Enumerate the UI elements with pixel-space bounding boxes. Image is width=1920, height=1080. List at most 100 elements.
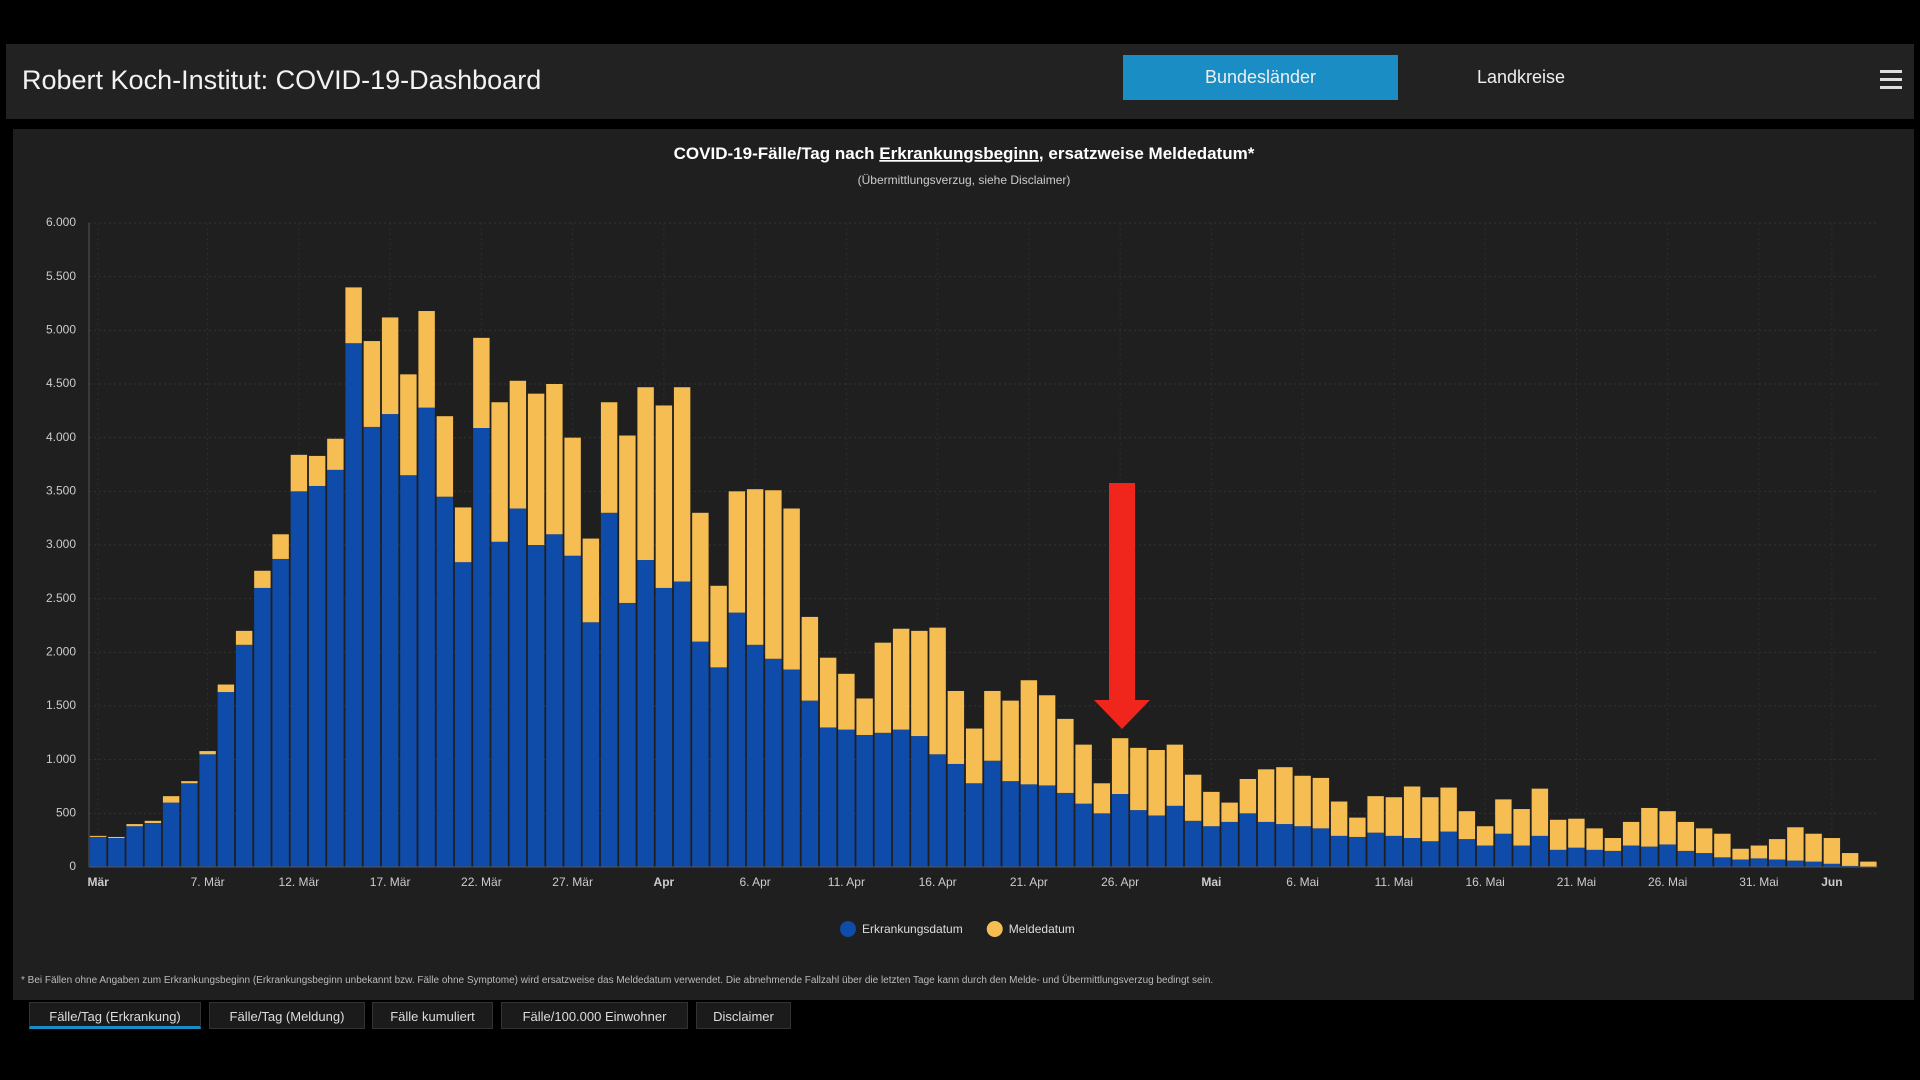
bar-segment <box>1203 791 1220 827</box>
bar-segment <box>1732 859 1749 867</box>
chart: COVID-19-Fälle/Tag nach Erkrankungsbegin… <box>46 144 1878 937</box>
bar-segment <box>162 796 180 803</box>
bar-segment <box>965 728 983 784</box>
bar-segment <box>801 700 819 867</box>
y-tick-label: 1.500 <box>46 698 76 712</box>
bar-segment <box>1641 807 1658 847</box>
x-tick-label: 26. Apr <box>1101 875 1139 889</box>
bar-segment <box>1823 863 1841 867</box>
bar-segment <box>436 496 454 867</box>
bar-segment <box>710 667 727 867</box>
tab[interactable]: Fälle/Tag (Erkrankung) <box>29 1002 201 1029</box>
x-tick-label: 22. Mär <box>461 875 502 889</box>
bar-segment <box>1130 810 1147 867</box>
bar-segment <box>1276 824 1293 867</box>
app-title: Robert Koch-Institut: COVID-19-Dashboard <box>22 65 542 95</box>
bar-segment <box>509 508 527 867</box>
bar-segment <box>1148 750 1165 816</box>
bar-segment <box>1714 833 1731 858</box>
bar-segment <box>746 644 764 867</box>
bar-segment <box>838 673 855 730</box>
x-tick-label: 31. Mai <box>1739 875 1778 889</box>
bar-segment <box>345 343 362 867</box>
bar-segment <box>89 836 107 867</box>
tab[interactable]: Disclaimer <box>696 1002 791 1029</box>
y-tick-label: 6.000 <box>46 215 76 229</box>
bar-segment <box>1805 833 1822 862</box>
nav-button[interactable]: Landkreise <box>1476 67 1566 87</box>
bar-segment <box>181 781 198 784</box>
bar-segment <box>1476 845 1494 867</box>
bar-segment <box>254 587 271 867</box>
bar-segment <box>363 341 381 427</box>
bar-segment <box>965 783 983 867</box>
bar-segment <box>162 802 180 867</box>
bar-segment <box>235 630 253 645</box>
bar-segment <box>1531 835 1549 867</box>
bar-segment <box>637 387 654 561</box>
bar-segment <box>527 545 545 867</box>
tab[interactable]: Fälle/100.000 Einwohner <box>501 1002 688 1029</box>
bar-segment <box>1203 826 1220 867</box>
bar-segment <box>1294 775 1311 827</box>
bar-segment <box>1823 838 1841 864</box>
x-tick-label: 11. Mai <box>1375 875 1413 889</box>
bar-segment <box>1495 833 1512 867</box>
bar-segment <box>1403 786 1421 839</box>
footnote: * Bei Fällen ohne Angaben zum Erkrankung… <box>21 975 1214 986</box>
bar-segment <box>655 405 673 588</box>
tab[interactable]: Fälle kumuliert <box>372 1002 493 1029</box>
bar-segment <box>600 512 618 867</box>
y-tick-label: 2.000 <box>46 645 76 659</box>
bar-segment <box>892 628 910 730</box>
bar-segment <box>1495 799 1512 834</box>
nav-button[interactable]: Bundesländer <box>1123 55 1398 100</box>
bar-segment <box>363 426 381 867</box>
bar-segment <box>1860 861 1877 867</box>
bar-segment <box>1385 835 1403 867</box>
legend-swatch <box>986 921 1003 937</box>
bar-segment <box>582 622 600 867</box>
y-tick-label: 4.500 <box>46 376 76 390</box>
y-tick-label: 0 <box>69 859 76 873</box>
bar-segment <box>199 754 216 867</box>
tab[interactable]: Fälle/Tag (Meldung) <box>209 1002 365 1029</box>
menu-icon[interactable] <box>1880 70 1902 94</box>
bar-segment <box>400 475 417 867</box>
bar-segment <box>1641 846 1658 867</box>
bar-segment <box>838 729 855 867</box>
title-link[interactable]: Erkrankungsbeginn <box>879 144 1039 163</box>
y-tick-label: 4.000 <box>46 430 76 444</box>
x-tick-label: 6. Mai <box>1286 875 1319 889</box>
bar-segment <box>929 754 946 867</box>
bar-segment <box>911 630 928 737</box>
bar-segment <box>1695 828 1713 854</box>
x-tick-label: 11. Apr <box>828 875 865 889</box>
bar-segment <box>1166 744 1184 806</box>
bar-segment <box>1020 784 1038 867</box>
bar-segment <box>746 489 764 645</box>
bar-segment <box>1458 811 1476 840</box>
bar-segment <box>655 587 673 867</box>
y-tick-label: 3.500 <box>46 484 76 498</box>
bar-segment <box>1695 853 1713 867</box>
bar-segment <box>582 538 600 623</box>
bar-segment <box>1239 778 1257 814</box>
bar-segment <box>1476 826 1494 846</box>
x-tick-label: 7. Mär <box>191 875 225 889</box>
bar-segment <box>126 824 143 827</box>
bar-segment <box>1805 861 1822 867</box>
bar-segment <box>1330 835 1348 867</box>
bar-segment <box>1057 718 1074 793</box>
bar-segment <box>418 311 435 408</box>
bar-segment <box>217 692 235 867</box>
bar-segment <box>1422 841 1439 867</box>
bar-segment <box>144 820 162 823</box>
bar-segment <box>272 558 289 867</box>
bar-segment <box>1440 831 1457 867</box>
bar-segment <box>1367 832 1384 867</box>
bar-segment <box>1659 811 1676 845</box>
bar-segment <box>527 393 545 545</box>
bar-segment <box>801 616 819 701</box>
